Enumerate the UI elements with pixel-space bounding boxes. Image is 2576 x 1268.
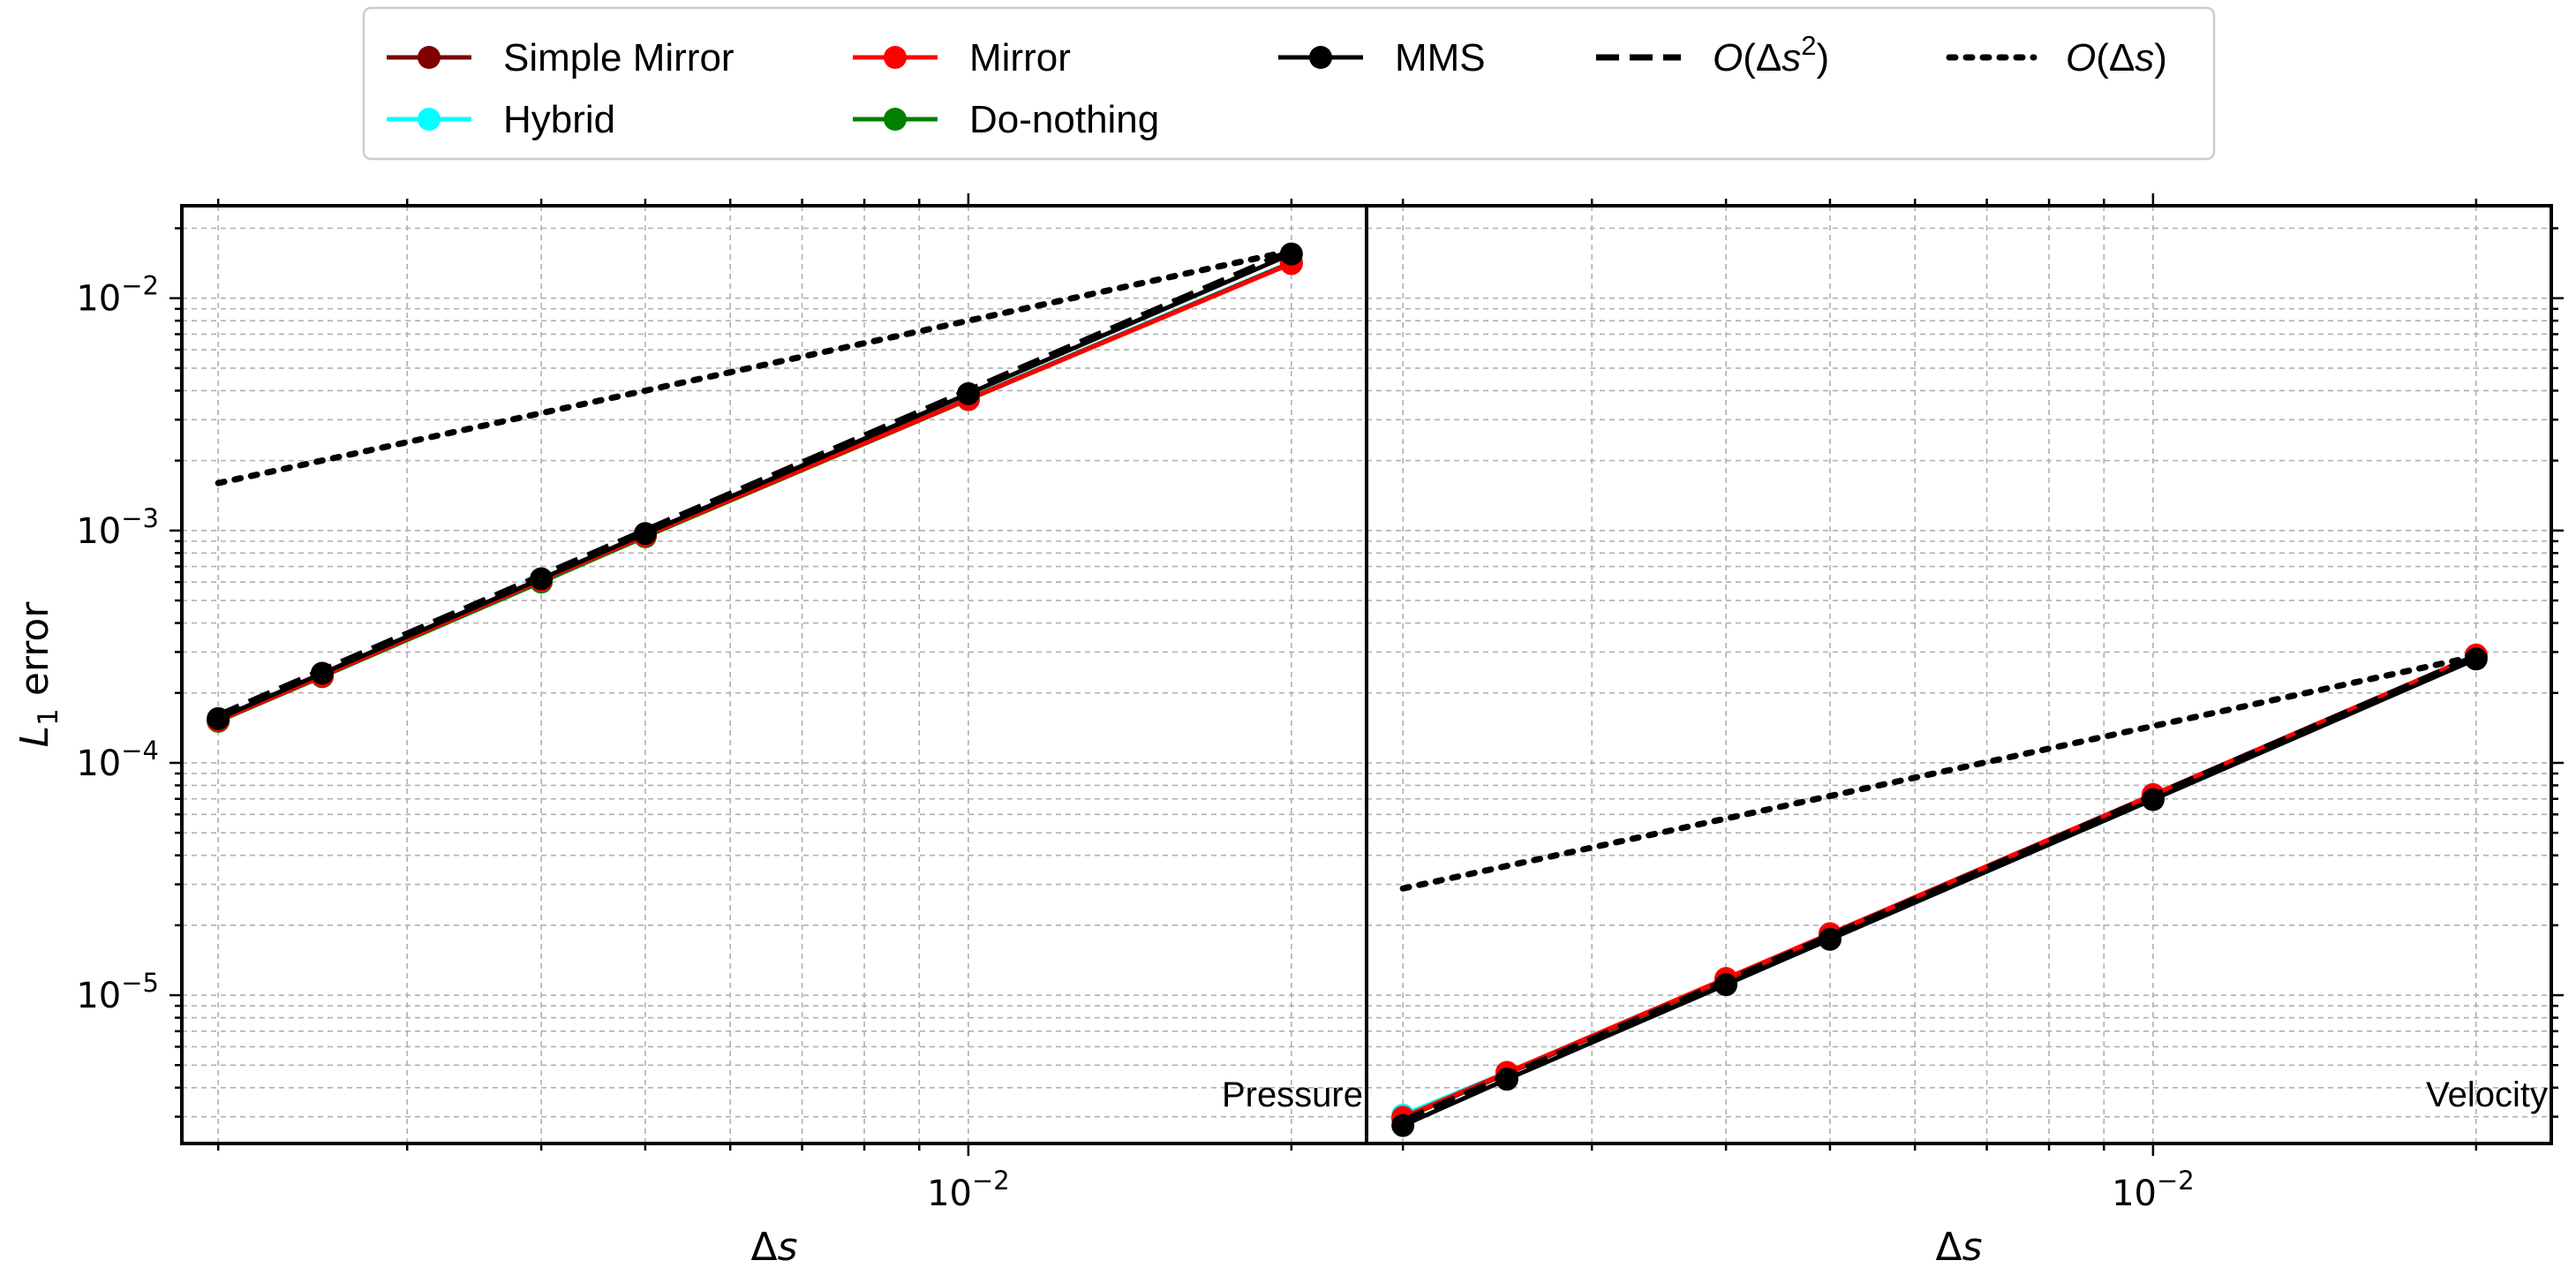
legend-label: Simple Mirror (503, 36, 734, 79)
legend-label: Do-nothing (969, 98, 1159, 141)
series-line-o-s (215, 247, 1295, 487)
legend-label: Hybrid (503, 98, 615, 141)
series-line-mms (217, 252, 1292, 721)
grid-velocity (1367, 206, 2551, 1143)
series-o-s (1399, 653, 2480, 892)
series-group-pressure (207, 242, 1303, 733)
series-o-s (1401, 653, 2478, 1124)
legend-entry-simple-mirror: Simple Mirror (387, 36, 734, 79)
series-o-s (216, 247, 1293, 719)
legend-label: O(Δs2) (1713, 30, 1829, 79)
data-point-mms (956, 381, 980, 405)
data-point-mms (1714, 973, 1738, 997)
series-group-velocity (1391, 643, 2488, 1137)
legend-entry-hybrid: Hybrid (387, 98, 615, 141)
series-line-o-s (1399, 653, 2480, 892)
x-axis-label: Δs (1935, 1225, 1982, 1268)
data-point-mms (1495, 1068, 1518, 1091)
panel-label-pressure: Pressure (1222, 1076, 1363, 1114)
legend-label: MMS (1395, 36, 1486, 79)
panels-layer: 10−2 10−5 10−4 10−3 10−2 Pressure Δs 10−2 Veloci… (76, 193, 2564, 1268)
y-tick-label: 10−2 (76, 271, 159, 320)
legend-marker (1309, 46, 1332, 69)
panel-velocity: 10−2 Velocity Δs (1365, 193, 2564, 1268)
x-tick-label: 10−2 (2112, 1166, 2195, 1214)
legend-entry-o-s: O(Δs2) (1596, 30, 1829, 79)
y-tick-label: 10−3 (76, 503, 159, 552)
data-point-mms (1818, 927, 1842, 951)
grid-pressure (182, 206, 1367, 1143)
panel-label-velocity: Velocity (2426, 1076, 2548, 1114)
series-line-mms (1402, 657, 2477, 1128)
data-point-mms (2141, 788, 2165, 811)
data-point-mms (1391, 1113, 1415, 1137)
legend: Simple Mirror Mirror MMS O(Δs2) O(Δs) Hybrid D… (362, 6, 2216, 161)
data-point-mms (633, 522, 657, 546)
legend-label: O(Δs) (2066, 36, 2167, 79)
series-mms (207, 242, 1303, 730)
y-axis-label: L1 error (12, 601, 64, 748)
x-axis-label: Δs (750, 1225, 797, 1268)
plot-frame-velocity (1365, 204, 2553, 1145)
legend-box (362, 6, 2216, 161)
data-point-mms (310, 661, 334, 685)
legend-marker (418, 46, 441, 69)
legend-entry-do-nothing: Do-nothing (853, 98, 1159, 141)
legend-entry-mirror: Mirror (853, 36, 1071, 79)
legend-label: Mirror (969, 36, 1071, 79)
data-point-mms (1279, 242, 1303, 266)
data-point-mms (207, 706, 230, 730)
series-line-o-s (1401, 653, 2478, 1124)
data-point-mms (530, 567, 554, 591)
y-tick-label: 10−5 (76, 968, 159, 1016)
series-o-s (215, 247, 1295, 487)
legend-marker (884, 46, 907, 69)
series-line-o-s (216, 247, 1293, 719)
legend-marker (418, 108, 441, 131)
y-tick-label: 10−4 (76, 736, 159, 784)
panel-pressure: 10−2 10−5 10−4 10−3 10−2 Pressure Δs (76, 193, 1368, 1268)
legend-entry-o-s: O(Δs) (1946, 36, 2167, 79)
x-tick-label: 10−2 (927, 1166, 1010, 1214)
legend-marker (884, 108, 907, 131)
legend-entry-mms: MMS (1278, 36, 1486, 79)
